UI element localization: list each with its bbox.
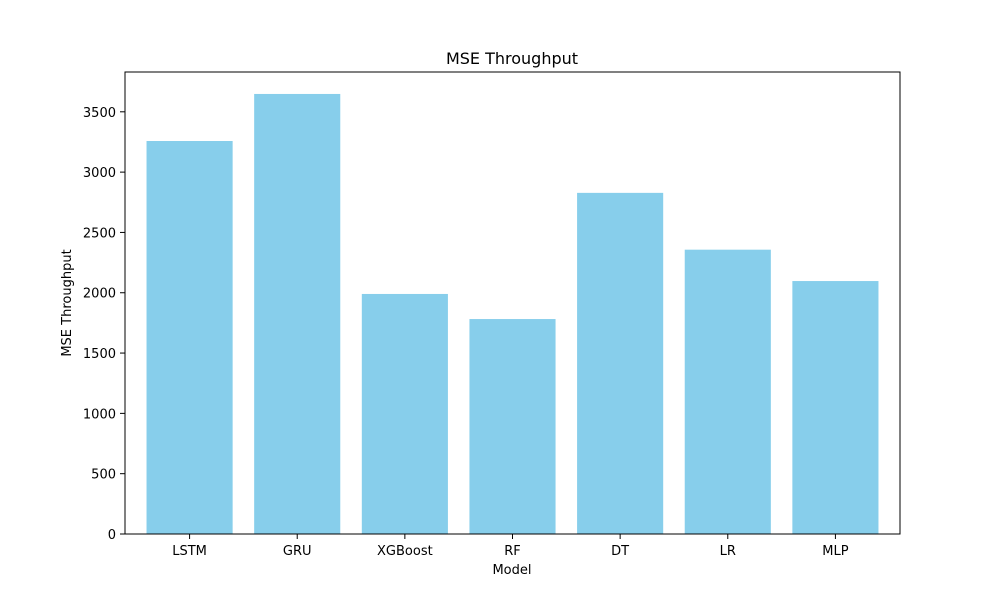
x-tick-label-lstm: LSTM <box>172 544 207 559</box>
y-tick-label-3000: 3000 <box>83 166 116 181</box>
y-axis-label: MSE Throughput <box>60 249 75 356</box>
chart-title: MSE Throughput <box>446 49 578 68</box>
x-tick-label-dt: DT <box>611 544 629 559</box>
y-tick-label-0: 0 <box>108 528 116 543</box>
x-tick-label-xgboost: XGBoost <box>377 544 433 559</box>
x-tick-label-gru: GRU <box>283 544 312 559</box>
bar-rf <box>469 319 556 534</box>
x-axis-label: Model <box>492 563 531 578</box>
bar-lstm <box>146 140 233 535</box>
x-tick-label-rf: RF <box>504 544 521 559</box>
y-tick-label-2500: 2500 <box>83 226 116 241</box>
x-tick-label-lr: LR <box>720 544 736 559</box>
bar-lr <box>684 249 771 534</box>
bar-gru <box>254 93 341 535</box>
bar-mlp <box>792 281 879 534</box>
x-axis-ticks: LSTM GRU XGBoost RF DT LR MLP <box>172 534 849 559</box>
y-tick-label-3500: 3500 <box>83 106 116 121</box>
y-tick-label-500: 500 <box>91 468 116 483</box>
x-tick-label-mlp: MLP <box>822 544 848 559</box>
y-tick-label-2000: 2000 <box>83 287 116 302</box>
y-tick-label-1500: 1500 <box>83 347 116 362</box>
bar-dt <box>577 192 664 534</box>
y-tick-label-1000: 1000 <box>83 407 116 422</box>
plot-frame <box>124 71 901 535</box>
y-axis-ticks: 0 500 1000 1500 2000 2500 3000 3500 <box>83 106 125 543</box>
bar-xgboost <box>361 293 448 534</box>
bars-group <box>146 93 879 535</box>
